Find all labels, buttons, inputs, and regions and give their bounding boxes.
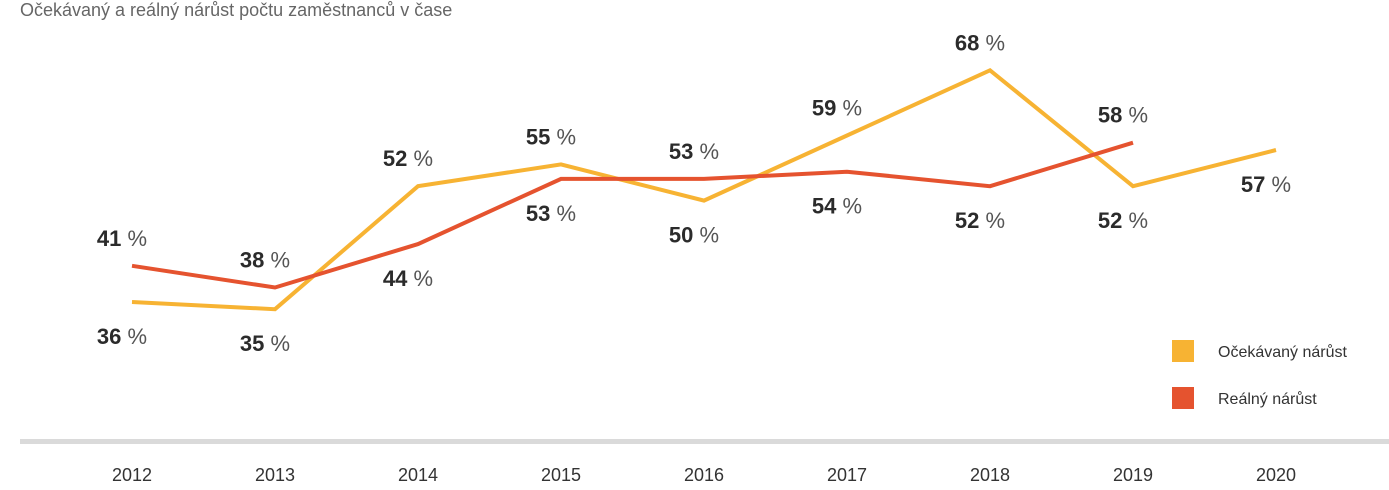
data-label: 44 % (383, 266, 433, 291)
legend-swatch (1172, 340, 1194, 362)
x-tick-label: 2016 (684, 465, 724, 485)
legend-label: Očekávaný nárůst (1218, 343, 1348, 361)
data-label: 53 % (526, 201, 576, 226)
series-lines (131, 67, 1277, 312)
data-label: 52 % (383, 146, 433, 171)
data-label: 53 % (669, 139, 719, 164)
data-label: 52 % (955, 208, 1005, 233)
x-tick-label: 2017 (827, 465, 867, 485)
data-label: 50 % (669, 223, 719, 248)
x-tick-label: 2019 (1113, 465, 1153, 485)
data-label: 41 % (97, 226, 147, 251)
data-label: 35 % (240, 331, 290, 356)
data-label: 36 % (97, 324, 147, 349)
x-tick-label: 2020 (1256, 465, 1296, 485)
x-axis-tick-labels: 2012 2013 2014 2015 2016 2017 2018 2019 2020 (112, 465, 1296, 485)
legend-label: Reálný nárůst (1218, 390, 1317, 408)
series-line-ocekavany (131, 67, 1277, 312)
data-label: 54 % (812, 194, 862, 219)
chart-title: Očekávaný a reálný nárůst počtu zaměstna… (20, 0, 452, 20)
data-label: 38 % (240, 248, 290, 273)
x-tick-label: 2012 (112, 465, 152, 485)
data-labels: 36 % 35 % 52 % 55 % 50 % 59 % 68 % 52 % 57 % 41 %… (97, 30, 1291, 356)
data-label: 57 % (1241, 172, 1291, 197)
x-axis-baseline (20, 439, 1389, 444)
x-tick-label: 2015 (541, 465, 581, 485)
data-label: 59 % (812, 96, 862, 121)
data-label: 52 % (1098, 208, 1148, 233)
legend: Očekávaný nárůst Reálný nárůst (1172, 340, 1348, 409)
x-tick-label: 2018 (970, 465, 1010, 485)
data-label: 58 % (1098, 103, 1148, 128)
x-tick-label: 2014 (398, 465, 438, 485)
data-label: 68 % (955, 30, 1005, 55)
series-line-realny (131, 140, 1134, 290)
legend-swatch (1172, 387, 1194, 409)
data-label: 55 % (526, 124, 576, 149)
x-tick-label: 2013 (255, 465, 295, 485)
